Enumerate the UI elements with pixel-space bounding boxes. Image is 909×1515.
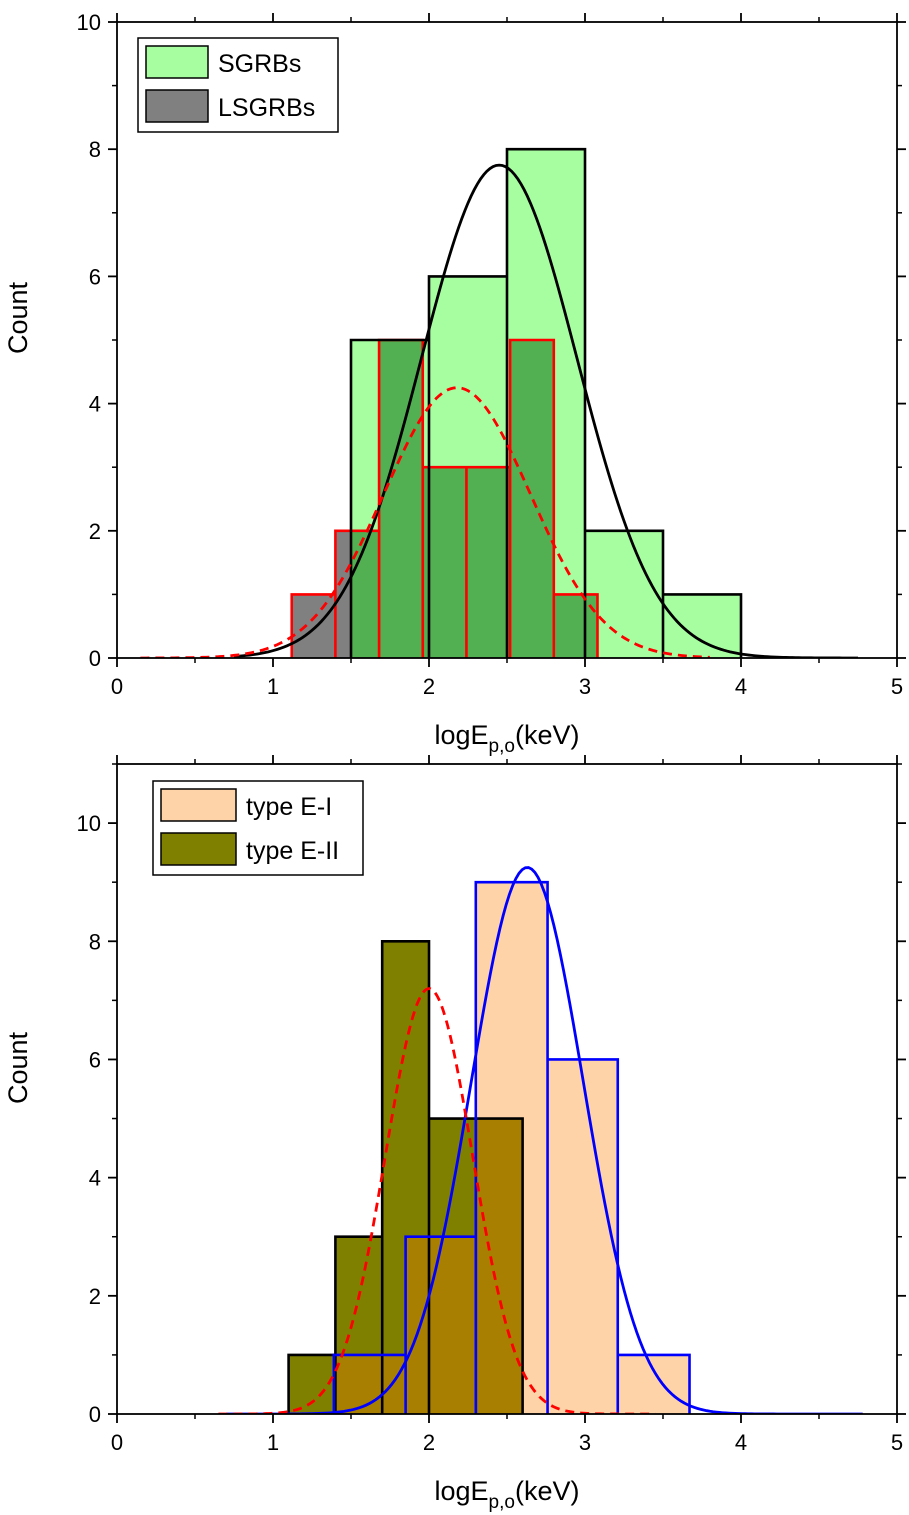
x-tick-label: 2: [423, 674, 435, 699]
legend-label-2: type E-II: [246, 837, 339, 865]
y-tick-label: 4: [89, 392, 101, 417]
y-tick-label: 6: [89, 264, 101, 289]
overlap-region-8: [553, 594, 585, 658]
y-axis-label: Count: [3, 281, 33, 354]
y-tick-label: 4: [89, 1166, 101, 1191]
x-axis-label: logEp,o(keV): [435, 1476, 580, 1513]
x-tick-label: 1: [267, 1430, 279, 1455]
x-tick-label: 5: [891, 1430, 903, 1455]
y-tick-label: 8: [89, 929, 101, 954]
x-tick-label: 4: [735, 674, 747, 699]
legend: type E-I type E-II: [152, 780, 364, 876]
bar-1-4: [547, 1059, 618, 1414]
plot-area: [140, 147, 859, 658]
fit-curve-2: [140, 386, 710, 658]
y-tick-label: 6: [89, 1047, 101, 1072]
y-tick-label: 8: [89, 137, 101, 162]
histogram-outline-1: [332, 880, 691, 1414]
bar-2-1: [291, 594, 336, 658]
y-tick-label: 2: [89, 519, 101, 544]
overlap-region-6: [507, 467, 511, 658]
legend-swatch-2: [145, 89, 209, 123]
legend-swatch-2: [160, 832, 237, 866]
overlap-region-7: [510, 340, 554, 658]
bar-1-5: [617, 1354, 690, 1414]
x-tick-label: 3: [579, 1430, 591, 1455]
chart-panel-1: 0 1 2 3 4 5 0 2 4 6 8 10 Count logEp,o(keV) SGRBs LSGRB…: [3, 10, 906, 757]
x-tick-label: 3: [579, 674, 591, 699]
y-tick-label: 10: [77, 10, 101, 35]
legend-label-1: SGRBs: [218, 50, 301, 78]
legend-swatch-1: [160, 788, 237, 822]
legend-label-2: LSGRBs: [218, 94, 315, 122]
histogram-outline-2: [290, 338, 599, 658]
overlap-region-9: [585, 594, 598, 658]
overlap-region-1: [351, 530, 380, 658]
histogram-outline-1: [349, 147, 743, 658]
x-tick-label: 1: [267, 674, 279, 699]
y-tick-label: 10: [77, 811, 101, 836]
overlap-region-3: [382, 1354, 406, 1414]
overlap-region-4: [429, 467, 467, 658]
legend-swatch-1: [145, 45, 209, 79]
plot-area: [218, 866, 863, 1414]
overlap-region-3: [422, 467, 429, 658]
overlap-region-2: [335, 1354, 383, 1414]
x-tick-label: 5: [891, 674, 903, 699]
x-axis-label: logEp,o(keV): [435, 720, 580, 757]
overlap-region-5: [466, 467, 507, 658]
overlap-region-4: [405, 1236, 429, 1414]
bar-1-5: [663, 594, 741, 658]
legend-label-1: type E-I: [246, 793, 332, 821]
y-axis-label: Count: [3, 1031, 33, 1104]
x-tick-label: 2: [423, 1430, 435, 1455]
x-tick-label: 0: [111, 1430, 123, 1455]
overlap-region-6: [475, 1118, 523, 1414]
x-tick-label: 0: [111, 674, 123, 699]
fit-curve-1: [233, 163, 859, 658]
legend: SGRBs LSGRBs: [137, 37, 339, 133]
overlap-region-2: [379, 340, 423, 658]
y-tick-label: 0: [89, 1402, 101, 1427]
bar-2-1: [288, 1354, 336, 1414]
y-tick-label: 0: [89, 646, 101, 671]
y-tick-label: 2: [89, 1284, 101, 1309]
x-tick-label: 4: [735, 1430, 747, 1455]
